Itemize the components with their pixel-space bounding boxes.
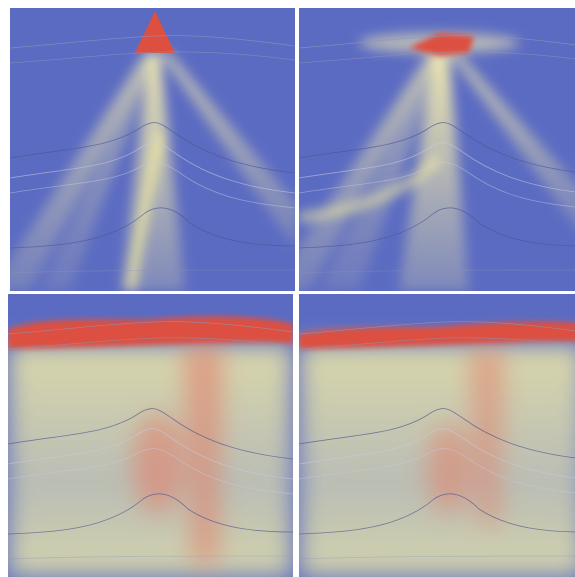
panel-grid <box>0 0 575 577</box>
panel-top-right <box>269 8 575 291</box>
panel-bottom-right <box>299 294 575 577</box>
panel-top-left <box>0 8 300 291</box>
body: {} <box>0 0 575 577</box>
page: Wavefield panels html, body { margin: 0;… <box>0 0 575 577</box>
panel-bottom-left <box>8 294 295 577</box>
